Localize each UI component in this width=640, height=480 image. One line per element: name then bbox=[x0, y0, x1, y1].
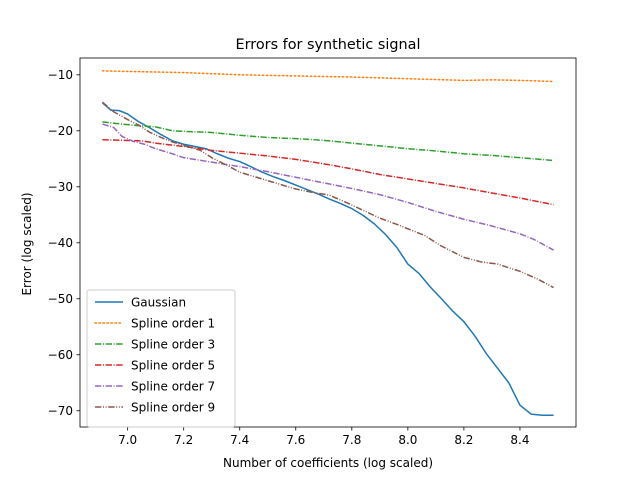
x-tick-label: 8.4 bbox=[510, 433, 529, 447]
legend-label-0: Gaussian bbox=[131, 295, 186, 309]
y-tick-label: −70 bbox=[48, 404, 73, 418]
series-line-0 bbox=[101, 102, 554, 416]
y-tick-label: −20 bbox=[48, 124, 73, 138]
legend-label-4: Spline order 7 bbox=[131, 379, 215, 393]
x-axis-title: Number of coefficients (log scaled) bbox=[223, 456, 433, 470]
legend-box bbox=[86, 289, 236, 428]
legend-label-5: Spline order 9 bbox=[131, 400, 215, 414]
series-line-2 bbox=[102, 121, 554, 162]
y-tick-label: −30 bbox=[48, 180, 73, 194]
y-axis-title: Error (log scaled) bbox=[20, 192, 34, 295]
legend: Gaussian Spline order 1 Spline order 3 Spli… bbox=[86, 289, 236, 428]
y-tick-label: −60 bbox=[48, 348, 73, 362]
x-tick-label: 8.0 bbox=[398, 433, 417, 447]
y-tick-label: −10 bbox=[48, 68, 73, 82]
series-lines bbox=[101, 70, 555, 416]
series-line-5 bbox=[101, 101, 554, 289]
x-tick-label: 7.2 bbox=[174, 433, 193, 447]
y-tick-label: −50 bbox=[48, 292, 73, 306]
x-tick-label: 7.6 bbox=[286, 433, 305, 447]
legend-label-3: Spline order 5 bbox=[131, 358, 215, 372]
legend-label-2: Spline order 3 bbox=[131, 337, 215, 351]
series-line-3 bbox=[102, 139, 554, 206]
plot-area bbox=[79, 57, 577, 428]
x-tick-label: 7.0 bbox=[118, 433, 137, 447]
y-tick-label: −40 bbox=[48, 236, 73, 250]
chart-title: Errors for synthetic signal bbox=[236, 37, 421, 53]
x-tick-label: 7.8 bbox=[342, 433, 361, 447]
x-tick-label: 7.4 bbox=[230, 433, 249, 447]
x-axis-ticks: 7.0 7.2 7.4 7.6 7.8 8.0 8.2 8.4 bbox=[118, 427, 530, 447]
series-line-4 bbox=[102, 123, 554, 251]
x-tick-label: 8.2 bbox=[454, 433, 473, 447]
series-line-1 bbox=[101, 70, 555, 83]
y-axis-ticks: −10 −20 −30 −40 −50 −60 −70 bbox=[48, 68, 80, 418]
legend-label-1: Spline order 1 bbox=[131, 316, 215, 330]
